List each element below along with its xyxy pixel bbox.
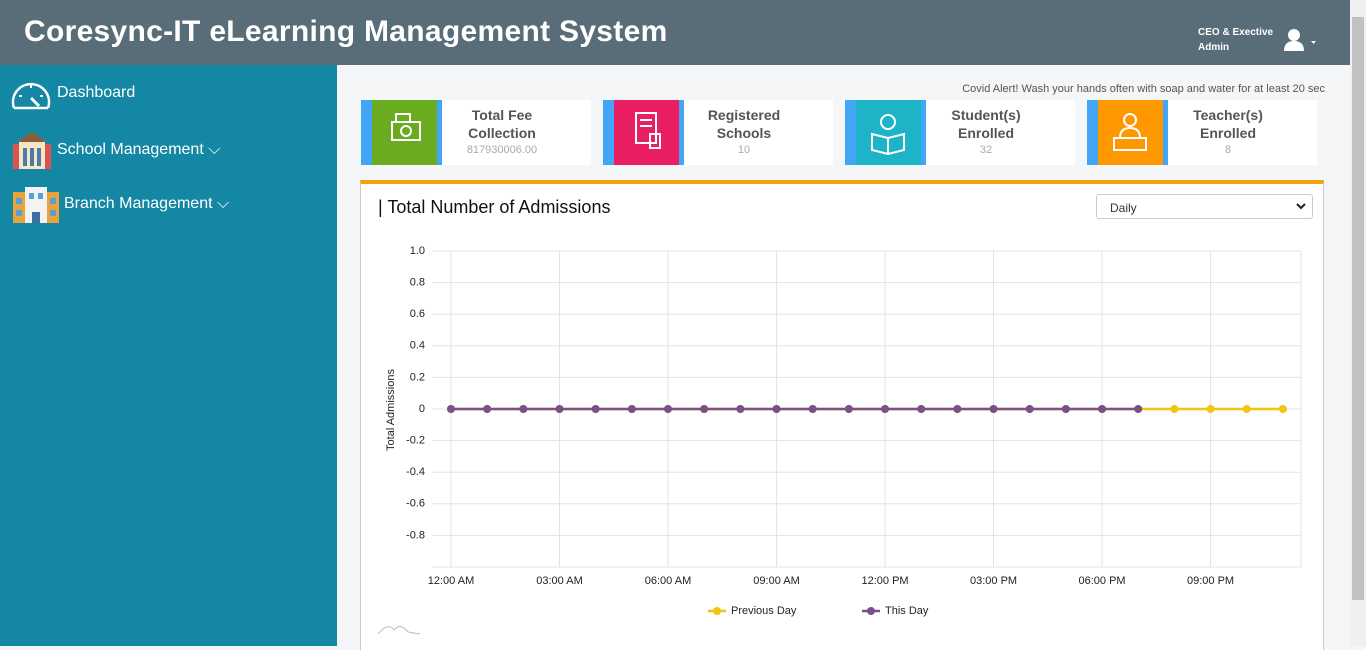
branch-icon (13, 187, 59, 223)
card-value: 817930006.00 (466, 144, 538, 156)
chart-title-text: Total Number of Admissions (387, 197, 611, 217)
card-value: 10 (737, 144, 751, 156)
nav-label: School Management (57, 141, 204, 158)
stat-card: Teacher(s) Enrolled 8 (1087, 100, 1317, 165)
dashboard-icon (11, 82, 51, 110)
user-icon[interactable] (1282, 27, 1322, 53)
card-title: Total Fee Collection (468, 107, 536, 141)
nav-item[interactable]: Dashboard (57, 84, 136, 101)
chart-panel (360, 180, 1324, 650)
chart-title: | Total Number of Admissions (378, 197, 611, 217)
card-title: Teacher(s) Enrolled (1193, 107, 1263, 141)
sidebar (0, 65, 337, 646)
user-name: Admin (1198, 42, 1230, 53)
header (0, 0, 1350, 65)
card-value: 32 (979, 144, 993, 156)
card-title: Registered Schools (707, 107, 781, 141)
alert: Covid Alert! Wash your hands often with … (962, 83, 1325, 95)
user-role: CEO & Exective (1198, 27, 1274, 38)
app-title: Coresync-IT eLearning Management System (24, 15, 668, 48)
nav-item[interactable]: School Management ⌵ (57, 141, 221, 158)
card-title: Student(s) Enrolled (951, 107, 1021, 141)
user-info[interactable]: CEO & Exective Admin (1198, 25, 1273, 55)
card-value: 8 (1224, 144, 1232, 156)
period-select[interactable]: Daily (1096, 194, 1313, 219)
nav-item[interactable]: Branch Management ⌵ (64, 195, 230, 212)
select-value: Daily (1110, 201, 1137, 215)
scroll-thumb[interactable] (1352, 17, 1364, 600)
nav-label: Branch Management (64, 195, 213, 212)
school-icon (13, 132, 51, 169)
stat-card: Registered Schools 10 (603, 100, 833, 165)
stat-card: Total Fee Collection 817930006.00 (361, 100, 591, 165)
stat-card: Student(s) Enrolled 32 (845, 100, 1075, 165)
